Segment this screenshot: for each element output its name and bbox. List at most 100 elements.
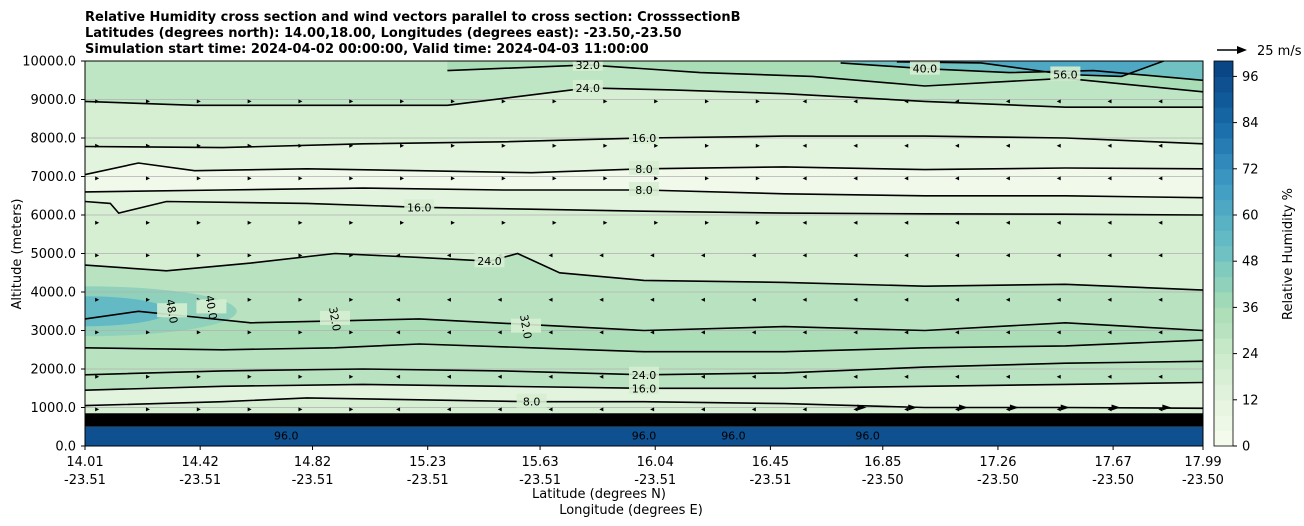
- contour-label-56: 56.0: [1053, 68, 1078, 81]
- x-tick-label-lat: 15.23: [409, 455, 446, 470]
- wind-vector-strong: [1009, 404, 1019, 411]
- contour-label-extra-bg: [320, 310, 351, 325]
- wind-vector: [700, 330, 705, 335]
- wind-vector: [145, 143, 150, 148]
- wind-vector: [904, 407, 909, 412]
- x-tick-label-lat: 14.01: [66, 455, 103, 470]
- wind-vector: [853, 99, 858, 104]
- wind-vector: [298, 176, 303, 181]
- wind-vector: [853, 143, 858, 148]
- wind-vector: [396, 407, 401, 412]
- contour-label-16: 16.0: [632, 382, 657, 395]
- contour-label-16-bg: [404, 199, 435, 214]
- wind-vector-strong: [857, 404, 867, 411]
- wind-vector: [1056, 253, 1061, 258]
- wind-vector: [349, 220, 354, 225]
- colorbar-segment: [1214, 307, 1233, 324]
- x-tick-label-lon: -23.50: [1182, 473, 1224, 488]
- colorbar-segment: [1214, 415, 1233, 432]
- wind-vector: [1056, 143, 1061, 148]
- contour-label-8-bg: [629, 160, 659, 175]
- wind-vector: [196, 253, 201, 258]
- contour-label-16-bg: [629, 130, 659, 144]
- wind-vector: [247, 220, 252, 225]
- wind-vector: [603, 176, 608, 181]
- x-tick-label-lat: 16.85: [864, 455, 901, 470]
- wind-vector: [1056, 330, 1061, 335]
- x-tick-label-lon: -23.51: [634, 473, 676, 488]
- wind-vector: [1056, 176, 1061, 181]
- colorbar-label: Relative Humidity %: [1281, 188, 1296, 320]
- wind-vector: [145, 176, 150, 181]
- wind-vector: [95, 176, 100, 181]
- y-tick-label: 4000.0: [31, 286, 77, 301]
- wind-vector: [446, 297, 451, 302]
- wind-vector: [802, 330, 807, 335]
- contour-label-96: 96.0: [274, 429, 299, 442]
- colorbar-segment: [1214, 61, 1233, 77]
- contour-label-32: 32.0: [576, 59, 601, 72]
- wind-vector: [1107, 253, 1112, 258]
- wind-vector: [247, 143, 252, 148]
- wind-vector: [552, 143, 557, 148]
- wind-vector: [400, 99, 405, 104]
- wind-vector: [145, 407, 150, 412]
- colorbar-segment: [1214, 230, 1233, 247]
- x-tick-label-lat: 17.99: [1184, 455, 1221, 470]
- wind-vector: [450, 176, 455, 181]
- wind-vector: [349, 297, 354, 302]
- contour-label-96: 96.0: [855, 429, 880, 442]
- quiver-key-arrowhead: [1237, 46, 1247, 54]
- wind-vector: [599, 407, 604, 412]
- wind-vector: [396, 330, 401, 335]
- colorbar-frame: [1213, 60, 1234, 447]
- rh-contour-cluster: [85, 413, 1203, 427]
- colorbar-tick-label: 0: [1242, 440, 1250, 455]
- y-axis-label: Altitude (meters): [10, 199, 25, 310]
- wind-vector: [501, 99, 506, 104]
- wind-vector: [650, 297, 655, 302]
- colorbar-segment: [1214, 184, 1233, 201]
- wind-vector-strong: [1060, 404, 1070, 411]
- contour-label-8: 8.0: [635, 184, 653, 197]
- wind-vector: [700, 374, 705, 379]
- colorbar-segment: [1214, 322, 1233, 339]
- colorbar-segment: [1214, 122, 1233, 139]
- wind-vector: [904, 253, 909, 258]
- x-tick-label-lat: 16.04: [637, 455, 674, 470]
- contour-label-96: 96.0: [721, 429, 746, 442]
- contour-label-24: 24.0: [576, 82, 601, 95]
- y-tick-label: 2000.0: [31, 363, 77, 378]
- wind-vector: [446, 407, 451, 412]
- wind-vector: [247, 407, 252, 412]
- wind-vector: [904, 297, 909, 302]
- x-tick-label-lon: -23.51: [519, 473, 561, 488]
- wind-vector: [145, 253, 150, 258]
- wind-vector: [298, 143, 303, 148]
- colorbar: [1214, 61, 1233, 447]
- wind-vector: [751, 374, 756, 379]
- wind-vector: [145, 297, 150, 302]
- wind-vector: [1005, 253, 1010, 258]
- y-tick-label: 1000.0: [31, 401, 77, 416]
- quiver-key-label: 25 m/s: [1257, 44, 1302, 59]
- wind-vector: [1107, 297, 1112, 302]
- wind-vector: [349, 253, 354, 258]
- wind-vector: [396, 374, 401, 379]
- contour-labels: 8.08.016.016.024.032.0 40.0 56.024.024.016…: [157, 59, 1081, 442]
- colorbar-segment: [1214, 292, 1233, 308]
- colorbar-segment: [1214, 353, 1233, 370]
- wind-vector: [396, 253, 401, 258]
- rh-band-dry-layer: [85, 163, 1203, 198]
- wind-vector: [95, 99, 100, 104]
- wind-vector: [751, 330, 756, 335]
- wind-vector: [552, 220, 557, 225]
- wind-vector: [247, 297, 252, 302]
- x-tick-label-lon: -23.50: [862, 473, 904, 488]
- wind-vector: [1056, 297, 1061, 302]
- wind-vector: [1005, 330, 1010, 335]
- rh-moist-blob-inner: [85, 296, 169, 327]
- wind-vector: [802, 176, 807, 181]
- wind-vector: [400, 143, 405, 148]
- x-axis-ticks: 14.01 -23.51 14.42 -23.51 14.82 -23.51 15.23 -2…: [64, 446, 1224, 488]
